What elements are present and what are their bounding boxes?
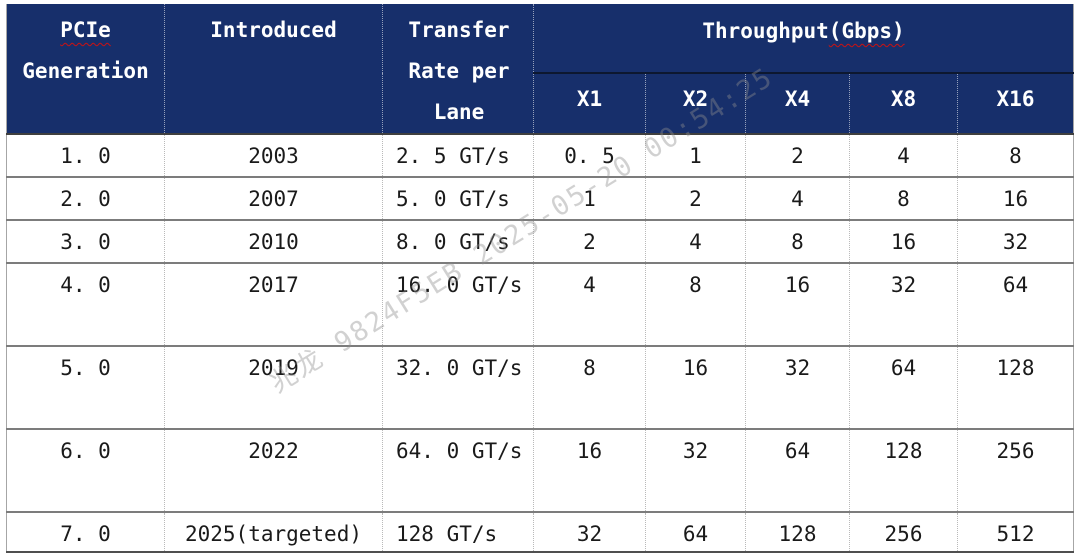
table-row-gen2: 2. 0 2007 5. 0 GT/s 1 2 4 8 16 bbox=[6, 176, 1074, 220]
cell-x4: 2 bbox=[745, 133, 850, 177]
col-header-x16: X16 bbox=[956, 72, 1074, 136]
cell-transfer-rate: 32. 0 GT/s bbox=[382, 345, 534, 429]
cell-generation: 2. 0 bbox=[6, 176, 165, 220]
col-header-transfer-rate: Transfer Rate per Lane bbox=[382, 4, 534, 135]
table-row-gen7: 7. 0 2025(targeted) 128 GT/s 32 64 128 2… bbox=[6, 511, 1074, 552]
cell-introduced: 2017 bbox=[164, 262, 383, 346]
cell-x1: 1 bbox=[533, 176, 646, 220]
cell-introduced: 2022 bbox=[164, 428, 383, 512]
cell-transfer-rate: 5. 0 GT/s bbox=[382, 176, 534, 220]
table-row-gen5: 5. 0 2019 32. 0 GT/s 8 16 32 64 128 bbox=[6, 345, 1074, 429]
cell-x2: 32 bbox=[645, 428, 746, 512]
table-row-gen6: 6. 0 2022 64. 0 GT/s 16 32 64 128 256 bbox=[6, 428, 1074, 512]
cell-introduced: 2007 bbox=[164, 176, 383, 220]
cell-x4: 128 bbox=[745, 511, 850, 552]
cell-x4: 32 bbox=[745, 345, 850, 429]
cell-x4: 4 bbox=[745, 176, 850, 220]
throughput-label: Throughput bbox=[702, 19, 829, 43]
col-header-pcie-generation: PCIe Generation bbox=[6, 4, 165, 135]
cell-generation: 1. 0 bbox=[6, 133, 165, 177]
cell-x2: 1 bbox=[645, 133, 746, 177]
cell-x16: 64 bbox=[956, 262, 1074, 346]
col-header-x8: X8 bbox=[849, 72, 958, 136]
cell-transfer-rate: 8. 0 GT/s bbox=[382, 219, 534, 263]
col-header-x1: X1 bbox=[533, 72, 646, 136]
col-header-introduced: Introduced bbox=[164, 4, 383, 135]
cell-x16: 256 bbox=[956, 428, 1074, 512]
cell-x1: 32 bbox=[533, 511, 646, 552]
cell-transfer-rate: 2. 5 GT/s bbox=[382, 133, 534, 177]
throughput-unit-label: (Gbps) bbox=[828, 19, 905, 43]
cell-x2: 4 bbox=[645, 219, 746, 263]
cell-x8: 256 bbox=[849, 511, 958, 552]
cell-generation: 3. 0 bbox=[6, 219, 165, 263]
cell-x1: 2 bbox=[533, 219, 646, 263]
header-row-main: PCIe Generation Introduced Transfer Rate… bbox=[6, 4, 1074, 135]
cell-transfer-rate: 16. 0 GT/s bbox=[382, 262, 534, 346]
cell-x16: 512 bbox=[956, 511, 1074, 552]
cell-introduced: 2025(targeted) bbox=[164, 511, 383, 552]
cell-introduced: 2010 bbox=[164, 219, 383, 263]
col-header-throughput: Throughput(Gbps) bbox=[532, 4, 1074, 74]
cell-generation: 6. 0 bbox=[6, 428, 165, 512]
generation-label: Generation bbox=[22, 59, 149, 83]
col-header-x2: X2 bbox=[645, 72, 746, 136]
cell-x1: 8 bbox=[533, 345, 646, 429]
cell-transfer-rate: 128 GT/s bbox=[382, 511, 534, 552]
cell-x4: 64 bbox=[745, 428, 850, 512]
cell-x8: 8 bbox=[849, 176, 958, 220]
cell-x8: 32 bbox=[849, 262, 958, 346]
cell-generation: 4. 0 bbox=[6, 262, 165, 346]
table-row-gen1: 1. 0 2003 2. 5 GT/s 0. 5 1 2 4 8 bbox=[6, 133, 1074, 177]
cell-introduced: 2003 bbox=[164, 133, 383, 177]
cell-transfer-rate: 64. 0 GT/s bbox=[382, 428, 534, 512]
table-row-gen3: 3. 0 2010 8. 0 GT/s 2 4 8 16 32 bbox=[6, 219, 1074, 263]
cell-x16: 16 bbox=[956, 176, 1074, 220]
cell-x8: 16 bbox=[849, 219, 958, 263]
cell-generation: 7. 0 bbox=[6, 511, 165, 552]
cell-x2: 64 bbox=[645, 511, 746, 552]
cell-x1: 16 bbox=[533, 428, 646, 512]
cell-x8: 128 bbox=[849, 428, 958, 512]
col-header-x4: X4 bbox=[745, 72, 850, 136]
cell-x4: 16 bbox=[745, 262, 850, 346]
cell-introduced: 2019 bbox=[164, 345, 383, 429]
cell-x2: 16 bbox=[645, 345, 746, 429]
cell-generation: 5. 0 bbox=[6, 345, 165, 429]
cell-x2: 2 bbox=[645, 176, 746, 220]
pcie-generations-table: PCIe Generation Introduced Transfer Rate… bbox=[6, 4, 1075, 553]
header-row-lanes: X1 X2 X4 X8 X16 bbox=[7, 72, 1074, 136]
cell-x1: 4 bbox=[533, 262, 646, 346]
cell-x16: 8 bbox=[956, 133, 1074, 177]
cell-x16: 128 bbox=[956, 345, 1074, 429]
cell-x4: 8 bbox=[745, 219, 850, 263]
cell-x16: 32 bbox=[956, 219, 1074, 263]
cell-x1: 0. 5 bbox=[533, 133, 646, 177]
pcie-label: PCIe bbox=[60, 18, 111, 42]
cell-x2: 8 bbox=[645, 262, 746, 346]
cell-x8: 64 bbox=[849, 345, 958, 429]
cell-x8: 4 bbox=[849, 133, 958, 177]
table-row-gen4: 4. 0 2017 16. 0 GT/s 4 8 16 32 64 bbox=[6, 262, 1074, 346]
